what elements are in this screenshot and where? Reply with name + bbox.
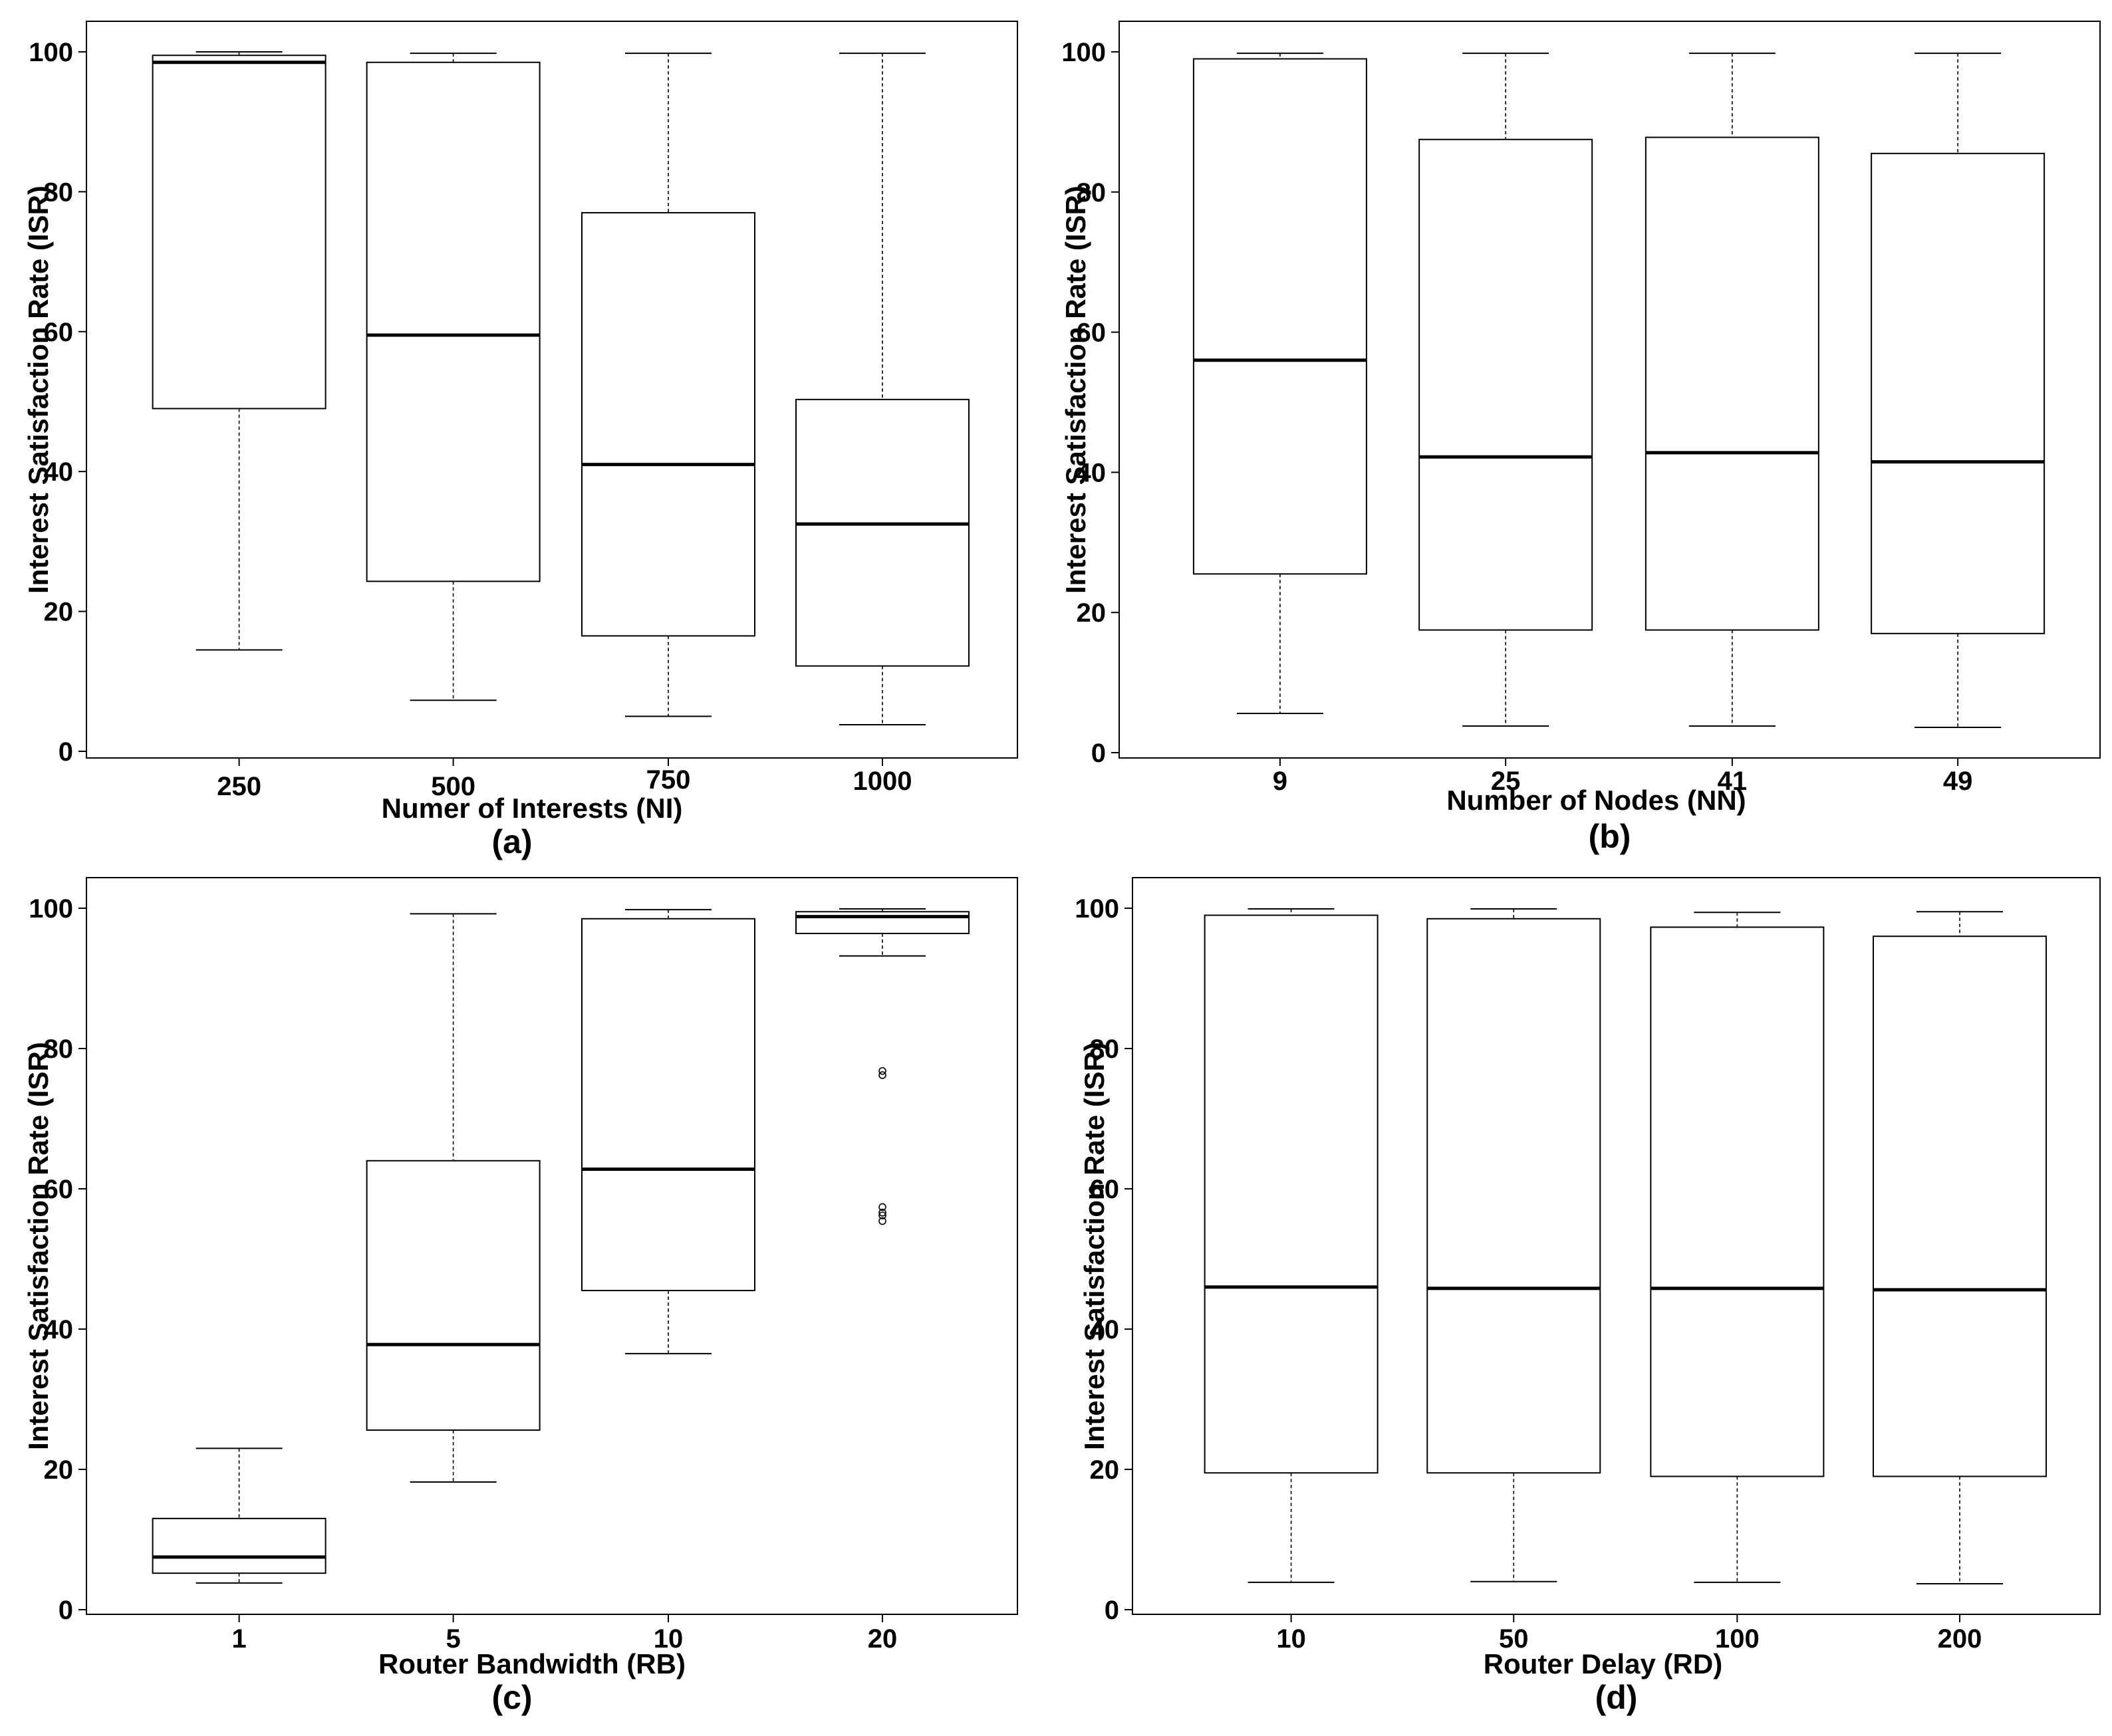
x-axis-title: Numer of Interests (NI)	[382, 793, 683, 824]
panel-label: (d)	[1595, 1679, 1638, 1716]
box-10	[1204, 908, 1379, 1583]
y-tick-label: 20	[1090, 1455, 1120, 1485]
box-50	[1426, 908, 1601, 1582]
chart-panel-4: 0 20 40 60 80 100 Interest Satisfaction Rate (…	[1075, 877, 2101, 1716]
x-tick-label: 50	[1499, 1624, 1529, 1654]
iqr-box	[795, 398, 970, 667]
iqr-box	[1426, 918, 1601, 1474]
plot-frame	[86, 877, 1018, 1615]
iqr-box	[152, 1517, 327, 1574]
x-tick-label: 41	[1718, 767, 1748, 796]
y-tick-label: 0	[59, 737, 73, 767]
x-tick-label: 500	[431, 772, 475, 801]
y-axis-title: Interest Satisfaction Rate (ISR)	[23, 1042, 54, 1450]
y-tick-label: 40	[44, 457, 74, 487]
box-1	[152, 1447, 327, 1584]
outlier-point	[878, 1203, 886, 1211]
iqr-box	[1873, 935, 2047, 1477]
y-tick-label: 100	[29, 894, 73, 924]
y-axis-title: Interest Satisfaction Rate (ISR)	[1079, 1042, 1110, 1450]
x-tick-label: 20	[868, 1624, 898, 1654]
y-tick-label: 40	[44, 1315, 74, 1344]
plot-frame	[86, 21, 1018, 759]
y-tick-label: 100	[1075, 894, 1119, 924]
panel-label: (c)	[491, 1679, 532, 1716]
y-tick-label: 80	[44, 1035, 74, 1064]
outlier-point	[878, 1209, 886, 1217]
y-tick-label: 100	[29, 38, 73, 67]
iqr-box	[366, 1160, 541, 1431]
outlier-point	[878, 1071, 886, 1079]
y-tick-label: 40	[1077, 458, 1107, 487]
iqr-box	[1650, 926, 1825, 1477]
x-tick-label: 10	[1276, 1624, 1306, 1654]
x-tick-label: 200	[1938, 1624, 1982, 1654]
iqr-box	[152, 55, 327, 410]
chart-panel-3: 0 20 40 60 80 100 Interest Satisfaction Rate (…	[23, 877, 1018, 1716]
y-tick-label: 60	[44, 318, 74, 347]
y-tick-label: 80	[1090, 1035, 1120, 1064]
x-axis-title: Number of Nodes (NN)	[1446, 785, 1746, 816]
iqr-box	[1418, 138, 1593, 631]
box-100	[1650, 912, 1825, 1583]
box-250	[152, 51, 327, 651]
box-10	[581, 909, 755, 1354]
iqr-box	[581, 211, 755, 637]
x-axis-title: Router Delay (RD)	[1484, 1648, 1722, 1679]
x-tick-label: 750	[646, 765, 691, 795]
iqr-box	[1871, 152, 2046, 634]
y-tick-label: 80	[1077, 178, 1107, 207]
box-200	[1873, 911, 2047, 1584]
panel-label: (b)	[1589, 818, 1631, 855]
iqr-box	[581, 918, 755, 1291]
panel-label: (a)	[491, 823, 532, 860]
y-tick-label: 0	[1091, 739, 1106, 768]
plot-frame	[1132, 877, 2101, 1615]
y-axis-title: Interest Satisfaction Rate (ISR)	[1060, 186, 1091, 594]
x-tick-label: 10	[654, 1624, 684, 1654]
outlier-point	[878, 1211, 886, 1219]
x-tick-label: 25	[1491, 767, 1521, 796]
iqr-box	[1192, 58, 1367, 575]
x-axis-title: Router Bandwidth (RB)	[378, 1648, 686, 1679]
box-500	[366, 53, 541, 701]
x-tick-label: 49	[1943, 767, 1973, 796]
box-750	[581, 53, 755, 717]
chart-panel-2: 0 20 40 60 80 100 Interest Satisfaction Rate (…	[1060, 21, 2101, 855]
y-tick-label: 60	[44, 1175, 74, 1204]
y-tick-label: 100	[1061, 38, 1106, 67]
iqr-box	[366, 61, 541, 582]
x-tick-label: 9	[1273, 767, 1287, 796]
y-tick-label: 60	[1077, 318, 1107, 348]
box-20	[795, 908, 970, 957]
y-tick-label: 0	[59, 1596, 73, 1625]
y-tick-label: 20	[1077, 598, 1107, 628]
y-tick-label: 60	[1090, 1175, 1120, 1204]
outlier-point	[878, 1066, 886, 1075]
iqr-box	[1204, 914, 1379, 1474]
y-tick-label: 40	[1090, 1315, 1120, 1344]
x-tick-label: 1000	[853, 767, 912, 796]
box-25	[1418, 53, 1593, 727]
x-tick-label: 1	[231, 1624, 246, 1654]
box-5	[366, 913, 541, 1483]
box-41	[1645, 53, 1819, 727]
y-tick-label: 20	[44, 1455, 74, 1485]
box-49	[1871, 53, 2046, 729]
plot-frame	[1119, 21, 2101, 759]
y-tick-label: 20	[44, 598, 74, 627]
chart-panel-1: 0 20 40 60 80 100 Interest Satisfaction Rate (…	[23, 21, 1018, 860]
x-tick-label: 5	[446, 1624, 460, 1654]
iqr-box	[1645, 136, 1819, 631]
box-9	[1192, 53, 1367, 714]
x-tick-label: 100	[1715, 1624, 1760, 1654]
y-axis-title: Interest Satisfaction Rate (ISR)	[23, 186, 54, 594]
outlier-point	[878, 1217, 886, 1225]
box-1000	[795, 53, 970, 726]
x-tick-label: 250	[217, 772, 261, 801]
y-tick-label: 80	[44, 178, 74, 207]
y-tick-label: 0	[1105, 1596, 1119, 1625]
